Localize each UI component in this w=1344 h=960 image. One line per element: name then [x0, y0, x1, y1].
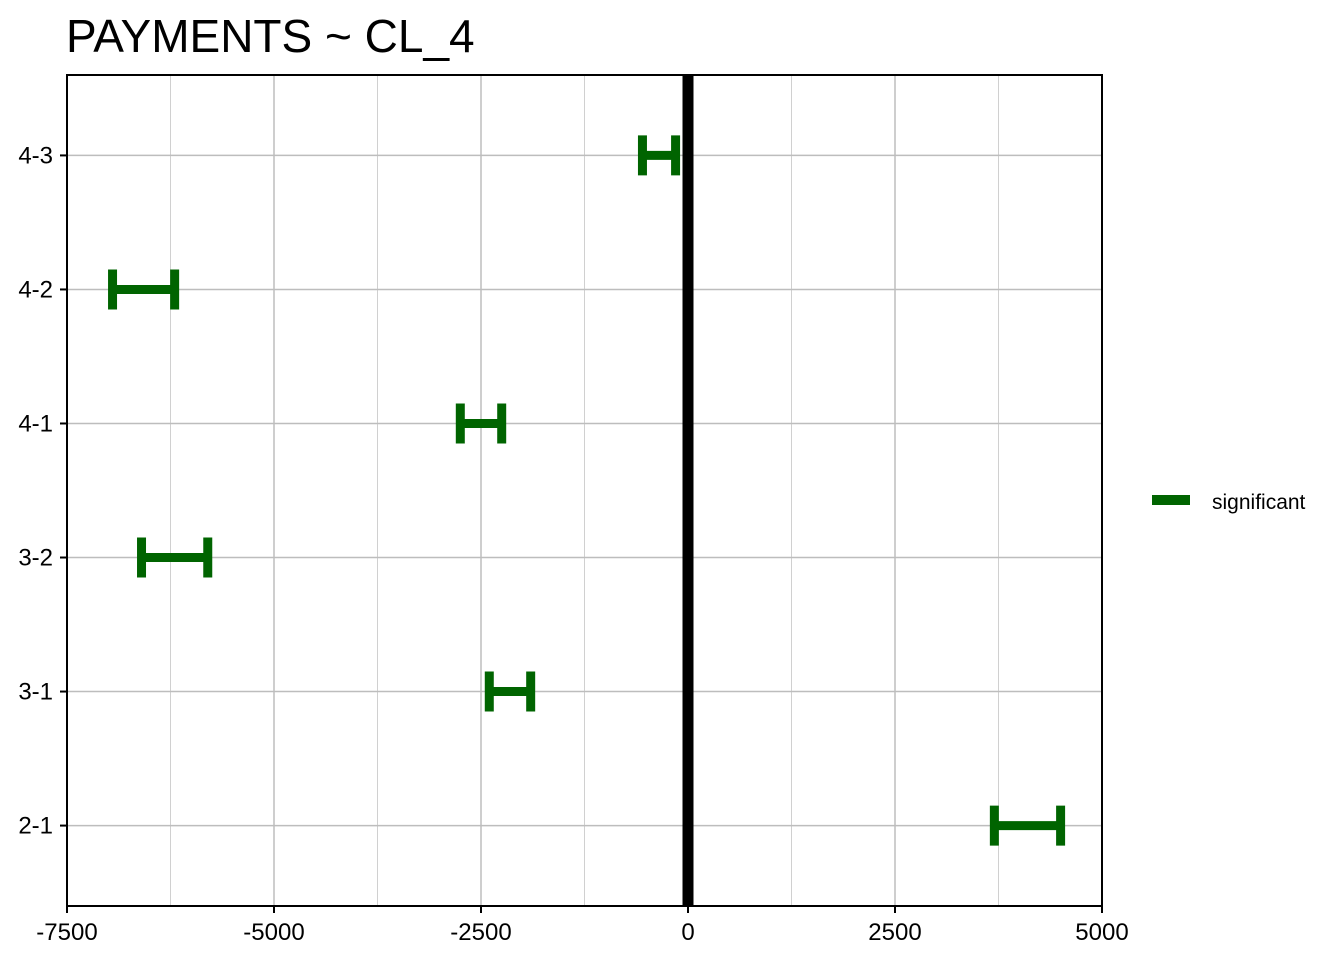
data-layer [108, 135, 1066, 846]
errorbar-3-2 [137, 537, 213, 578]
x-tick-label: 2500 [868, 919, 921, 946]
chart-title: PAYMENTS ~ CL_4 [66, 10, 475, 62]
errorbar-4-3 [637, 135, 681, 176]
errorbar-4-2 [108, 269, 180, 310]
y-tick-label: 4-1 [18, 410, 53, 437]
x-tick-label: 5000 [1075, 919, 1128, 946]
errorbar-2-1 [989, 805, 1066, 846]
y-axis: 2-1 3-1 3-2 4-1 4-2 4-3 [18, 142, 67, 840]
x-tick-label: -2500 [450, 919, 511, 946]
y-tick-label: 4-2 [18, 276, 53, 303]
y-tick-label: 3-2 [18, 545, 53, 572]
errorbar-3-1 [484, 671, 536, 712]
errorbar-4-1 [455, 403, 507, 444]
y-tick-label: 4-3 [18, 142, 53, 169]
plot-panel-border [66, 74, 1103, 907]
y-tick-label: 3-1 [18, 679, 53, 706]
legend: significant [1152, 491, 1306, 514]
x-tick-label: 0 [681, 919, 694, 946]
legend-label-significant: significant [1212, 491, 1306, 514]
x-axis: -7500 -5000 -2500 0 2500 5000 [36, 906, 1129, 946]
y-tick-label: 2-1 [18, 813, 53, 840]
x-tick-label: -7500 [36, 919, 97, 946]
grid-layer [66, 75, 1103, 906]
x-tick-label: -5000 [243, 919, 304, 946]
